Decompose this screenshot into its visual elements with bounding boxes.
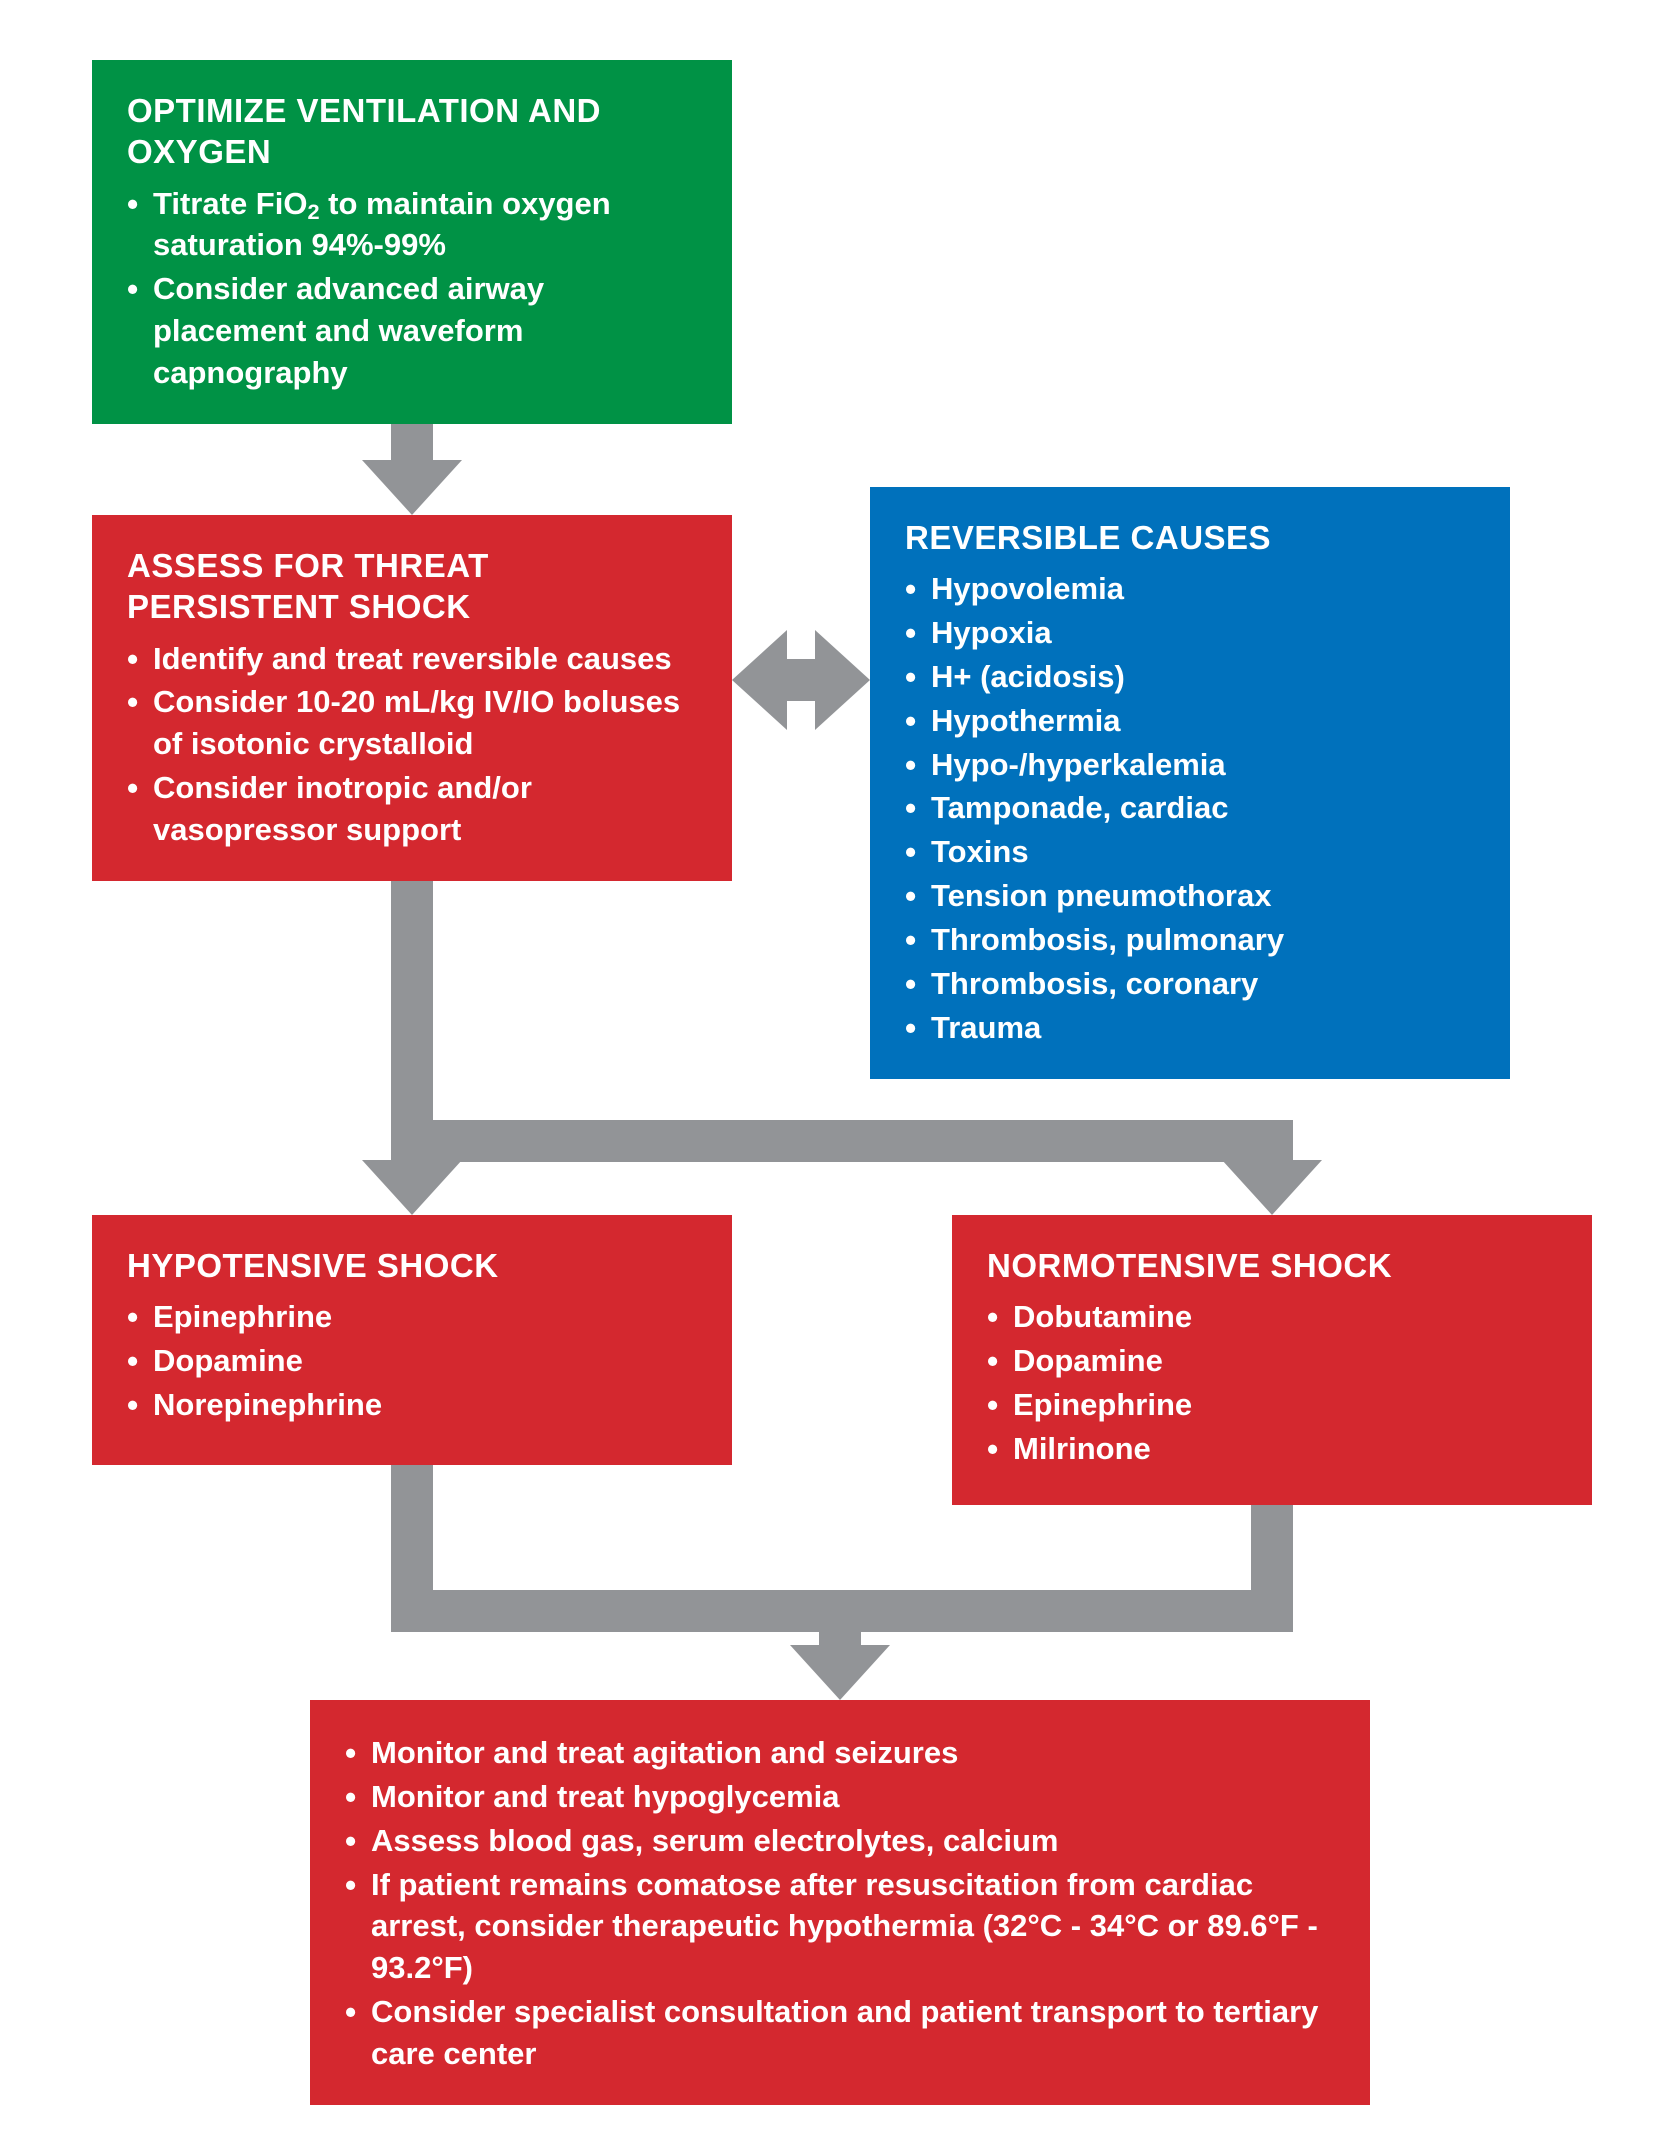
node-title: NORMOTENSIVE SHOCK (987, 1245, 1557, 1286)
node-reversible: REVERSIBLE CAUSES HypovolemiaHypoxiaH+ (… (870, 487, 1510, 1079)
node-list: HypovolemiaHypoxiaH+ (acidosis)Hypotherm… (905, 568, 1475, 1048)
list-item: Assess blood gas, serum electrolytes, ca… (345, 1820, 1335, 1862)
list-item: Consider 10-20 mL/kg IV/IO boluses of is… (127, 681, 697, 765)
node-title: ASSESS FOR THREAT PERSISTENT SHOCK (127, 545, 697, 628)
node-title: OPTIMIZE VENTILATION AND OXYGEN (127, 90, 697, 173)
list-item: Hypovolemia (905, 568, 1475, 610)
list-item: Dobutamine (987, 1296, 1557, 1338)
list-item: Trauma (905, 1007, 1475, 1049)
list-item: Monitor and treat agitation and seizures (345, 1732, 1335, 1774)
node-list: DobutamineDopamineEpinephrineMilrinone (987, 1296, 1557, 1469)
list-item: Monitor and treat hypoglycemia (345, 1776, 1335, 1818)
list-item: Hypo-/hyperkalemia (905, 744, 1475, 786)
list-item: Hypothermia (905, 700, 1475, 742)
list-item: Consider specialist consultation and pat… (345, 1991, 1335, 2075)
list-item: Toxins (905, 831, 1475, 873)
list-item: Consider inotropic and/or vasopressor su… (127, 767, 697, 851)
node-optimize: OPTIMIZE VENTILATION AND OXYGEN Titrate … (92, 60, 732, 424)
list-item: Dopamine (987, 1340, 1557, 1382)
list-item: Hypoxia (905, 612, 1475, 654)
list-item: Thrombosis, pulmonary (905, 919, 1475, 961)
node-list: Monitor and treat agitation and seizures… (345, 1732, 1335, 2075)
node-list: Identify and treat reversible causesCons… (127, 638, 697, 851)
node-normotensive: NORMOTENSIVE SHOCK DobutamineDopamineEpi… (952, 1215, 1592, 1505)
list-item: Thrombosis, coronary (905, 963, 1475, 1005)
list-item: Epinephrine (987, 1384, 1557, 1426)
list-item: Milrinone (987, 1428, 1557, 1470)
node-title: REVERSIBLE CAUSES (905, 517, 1475, 558)
list-item: Tension pneumothorax (905, 875, 1475, 917)
list-item: If patient remains comatose after resusc… (345, 1864, 1335, 1990)
node-hypotensive: HYPOTENSIVE SHOCK EpinephrineDopamineNor… (92, 1215, 732, 1465)
list-item: Epinephrine (127, 1296, 697, 1338)
list-item: Titrate FiO2 to maintain oxygen saturati… (127, 183, 697, 267)
list-item: Consider advanced airway placement and w… (127, 268, 697, 394)
node-title: HYPOTENSIVE SHOCK (127, 1245, 697, 1286)
node-monitor: Monitor and treat agitation and seizures… (310, 1700, 1370, 2105)
list-item: Identify and treat reversible causes (127, 638, 697, 680)
list-item: H+ (acidosis) (905, 656, 1475, 698)
node-list: EpinephrineDopamineNorepinephrine (127, 1296, 697, 1426)
list-item: Tamponade, cardiac (905, 787, 1475, 829)
list-item: Dopamine (127, 1340, 697, 1382)
list-item: Norepinephrine (127, 1384, 697, 1426)
node-list: Titrate FiO2 to maintain oxygen saturati… (127, 183, 697, 394)
node-assess: ASSESS FOR THREAT PERSISTENT SHOCK Ident… (92, 515, 732, 881)
